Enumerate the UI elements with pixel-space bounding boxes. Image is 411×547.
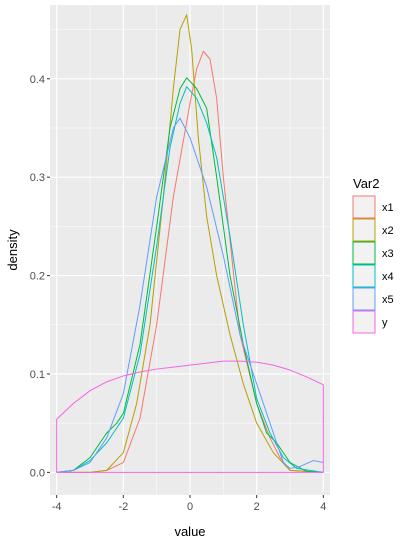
y-tick-label: 0.4 — [30, 74, 45, 86]
y-axis: 0.0 0.1 0.2 0.3 0.4 — [30, 74, 50, 479]
legend-label: y — [382, 317, 388, 329]
legend-key — [352, 310, 376, 334]
series-line-x5 — [56, 117, 324, 473]
x-tick-label: -4 — [52, 501, 62, 513]
legend-item-x5: x5 — [352, 287, 394, 311]
legend-item-y: y — [352, 310, 388, 334]
series-line-x4 — [56, 86, 324, 473]
x-axis-title: value — [174, 524, 205, 539]
legend-key — [352, 264, 376, 288]
legend-label: x1 — [382, 202, 394, 214]
series-line-x1 — [56, 50, 324, 473]
legend-label: x2 — [382, 225, 394, 237]
legend-label: x4 — [382, 271, 394, 283]
y-axis-title: density — [5, 229, 20, 271]
legend-key — [352, 241, 376, 265]
series-line-x2 — [56, 14, 324, 473]
legend-item-x1: x1 — [352, 195, 394, 219]
legend-key — [352, 218, 376, 242]
y-tick-label: 0.3 — [30, 172, 45, 184]
legend-key — [352, 195, 376, 219]
legend-key — [352, 287, 376, 311]
legend-title: Var2 — [353, 176, 380, 191]
legend-label: x5 — [382, 294, 394, 306]
density-curves — [56, 14, 324, 473]
x-tick-label: 4 — [320, 501, 326, 513]
minor-gridlines — [50, 5, 330, 495]
y-tick-label: 0.0 — [30, 467, 45, 479]
y-tick-label: 0.1 — [30, 369, 45, 381]
legend-item-x4: x4 — [352, 264, 394, 288]
x-tick-label: 0 — [187, 501, 193, 513]
x-tick-label: 2 — [254, 501, 260, 513]
x-tick-label: -2 — [118, 501, 128, 513]
legend-item-x3: x3 — [352, 241, 394, 265]
legend-label: x3 — [382, 248, 394, 260]
legend-item-x2: x2 — [352, 218, 394, 242]
legend: Var2 x1 x2 x3 x4 x5 y — [352, 176, 394, 334]
series-line-y — [56, 360, 324, 473]
y-tick-label: 0.2 — [30, 271, 45, 283]
series-line-x3 — [56, 77, 324, 473]
x-axis: -4 -2 0 2 4 — [52, 495, 326, 513]
